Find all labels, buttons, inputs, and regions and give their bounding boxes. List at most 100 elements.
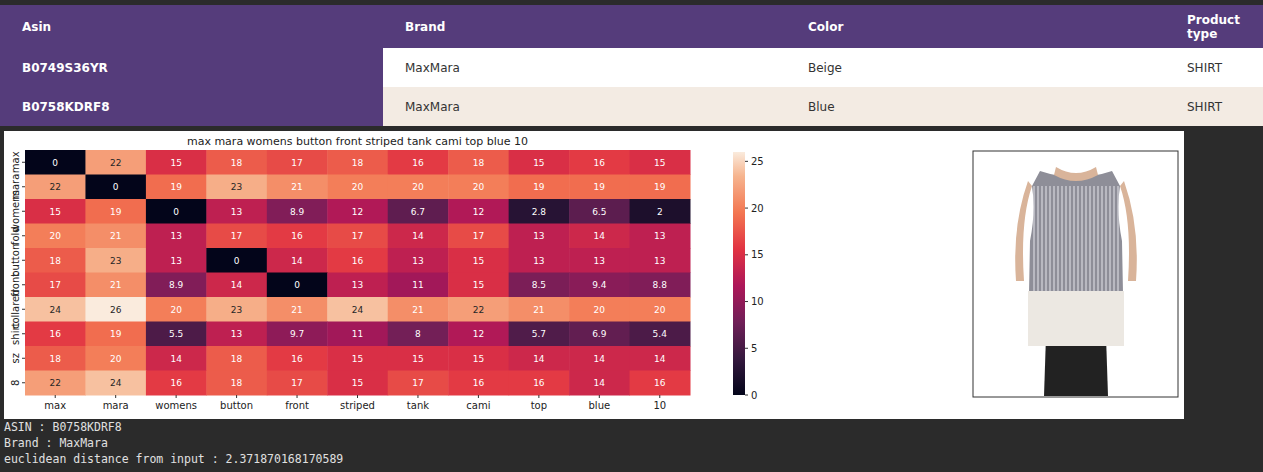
cell-label: 20 (110, 354, 122, 364)
heatmap-cell (146, 273, 207, 298)
cell-label: 17 (50, 280, 61, 290)
heatmap-cell (630, 248, 691, 273)
heatmap-cell (267, 273, 328, 298)
column-header: Product type (1165, 5, 1263, 48)
heatmap-cell (327, 322, 388, 347)
heatmap-cell (388, 322, 449, 347)
heatmap-cell (25, 371, 86, 396)
x-tick-label: front (285, 400, 309, 411)
heatmap-cell (509, 273, 570, 298)
heatmap-cell (509, 175, 570, 200)
heatmap-cell (630, 322, 691, 347)
y-tick (22, 309, 25, 310)
x-tick-label: 10 (653, 400, 666, 411)
cell-label: 18 (50, 256, 62, 266)
cell-label: 15 (352, 354, 363, 364)
heatmap-cell (85, 297, 146, 322)
heatmap-cell (509, 371, 570, 396)
colorbar-tick-label: 25 (751, 156, 764, 167)
cell-label: 18 (473, 158, 485, 168)
cell-label: 16 (291, 354, 303, 364)
heatmap-cell (267, 346, 328, 371)
y-tick (22, 333, 25, 334)
cell-label: 2.8 (532, 207, 547, 217)
heatmap-cell (448, 199, 509, 224)
product-table: AsinBrandColorProduct typeB0749S36YRMaxM… (0, 5, 1263, 126)
heatmap-cell (569, 346, 630, 371)
cell-label: 0 (113, 182, 119, 192)
heatmap-cell (25, 297, 86, 322)
cell-label: 12 (352, 207, 363, 217)
text-output: ASIN : B0758KDRF8Brand : MaxMaraeuclidea… (4, 419, 343, 467)
output-line: euclidean distance from input : 2.371870… (4, 451, 343, 467)
cell-label: 14 (594, 231, 606, 241)
heatmap-cell (25, 322, 86, 347)
y-tick-label: womens (10, 190, 21, 232)
cell-label: 11 (412, 280, 423, 290)
output-line: ASIN : B0758KDRF8 (4, 419, 343, 435)
cell-label: 17 (473, 231, 484, 241)
cell-label: 14 (170, 354, 182, 364)
x-tick (176, 395, 177, 398)
x-tick-label: mara (103, 400, 129, 411)
table-cell: B0749S36YR (0, 48, 383, 87)
heatmap-cell (206, 224, 267, 249)
heatmap-cell (206, 273, 267, 298)
cell-label: 12 (473, 329, 484, 339)
cell-label: 13 (533, 231, 544, 241)
cell-label: 6.7 (411, 207, 425, 217)
heatmap-cell (85, 248, 146, 273)
x-tick-label: top (531, 400, 547, 411)
cell-label: 5.5 (169, 329, 183, 339)
x-tick-label: striped (340, 400, 375, 411)
heatmap-cell (267, 150, 328, 175)
cell-label: 2 (657, 207, 663, 217)
heatmap-cell (85, 346, 146, 371)
heatmap-cell (630, 224, 691, 249)
cell-label: 14 (594, 378, 606, 388)
cell-label: 17 (291, 378, 302, 388)
y-tick-label: 8 (10, 380, 21, 386)
heatmap-cell (448, 224, 509, 249)
cell-label: 20 (412, 182, 424, 192)
heatmap-cell (25, 199, 86, 224)
cell-label: 17 (231, 231, 242, 241)
heatmap-cell (85, 224, 146, 249)
x-tick-label: button (220, 400, 253, 411)
heatmap-cell (146, 371, 207, 396)
cell-label: 13 (231, 207, 242, 217)
heatmap-cell (388, 175, 449, 200)
cell-label: 15 (473, 256, 484, 266)
y-tick-label: max (10, 151, 21, 173)
heatmap-cell (327, 224, 388, 249)
cell-label: 21 (110, 280, 121, 290)
cell-label: 22 (50, 182, 61, 192)
heatmap-cell (630, 297, 691, 322)
heatmap-cell (85, 199, 146, 224)
column-header: Brand (383, 5, 786, 48)
heatmap-cell (85, 371, 146, 396)
cell-label: 13 (594, 256, 605, 266)
heatmap-cell (85, 273, 146, 298)
colorbar-tick (745, 348, 748, 349)
cell-label: 6.9 (592, 329, 607, 339)
x-tick (297, 395, 298, 398)
cell-label: 14 (412, 231, 424, 241)
cell-label: 21 (412, 305, 423, 315)
cell-label: 8.8 (653, 280, 668, 290)
cell-label: 19 (110, 329, 122, 339)
heatmap-cell (569, 273, 630, 298)
heatmap-cell (630, 273, 691, 298)
y-tick (22, 162, 25, 163)
colorbar-tick (745, 301, 748, 302)
heatmap-cell (146, 346, 207, 371)
cell-label: 9.4 (592, 280, 607, 290)
cell-label: 18 (352, 158, 364, 168)
table-row: B0749S36YRMaxMaraBeigeSHIRT (0, 48, 1263, 87)
heatmap-cell (327, 297, 388, 322)
heatmap-cell (327, 175, 388, 200)
heatmap-cell (25, 248, 86, 273)
cell-label: 17 (352, 231, 363, 241)
x-tick (55, 395, 56, 398)
heatmap-cell (85, 175, 146, 200)
